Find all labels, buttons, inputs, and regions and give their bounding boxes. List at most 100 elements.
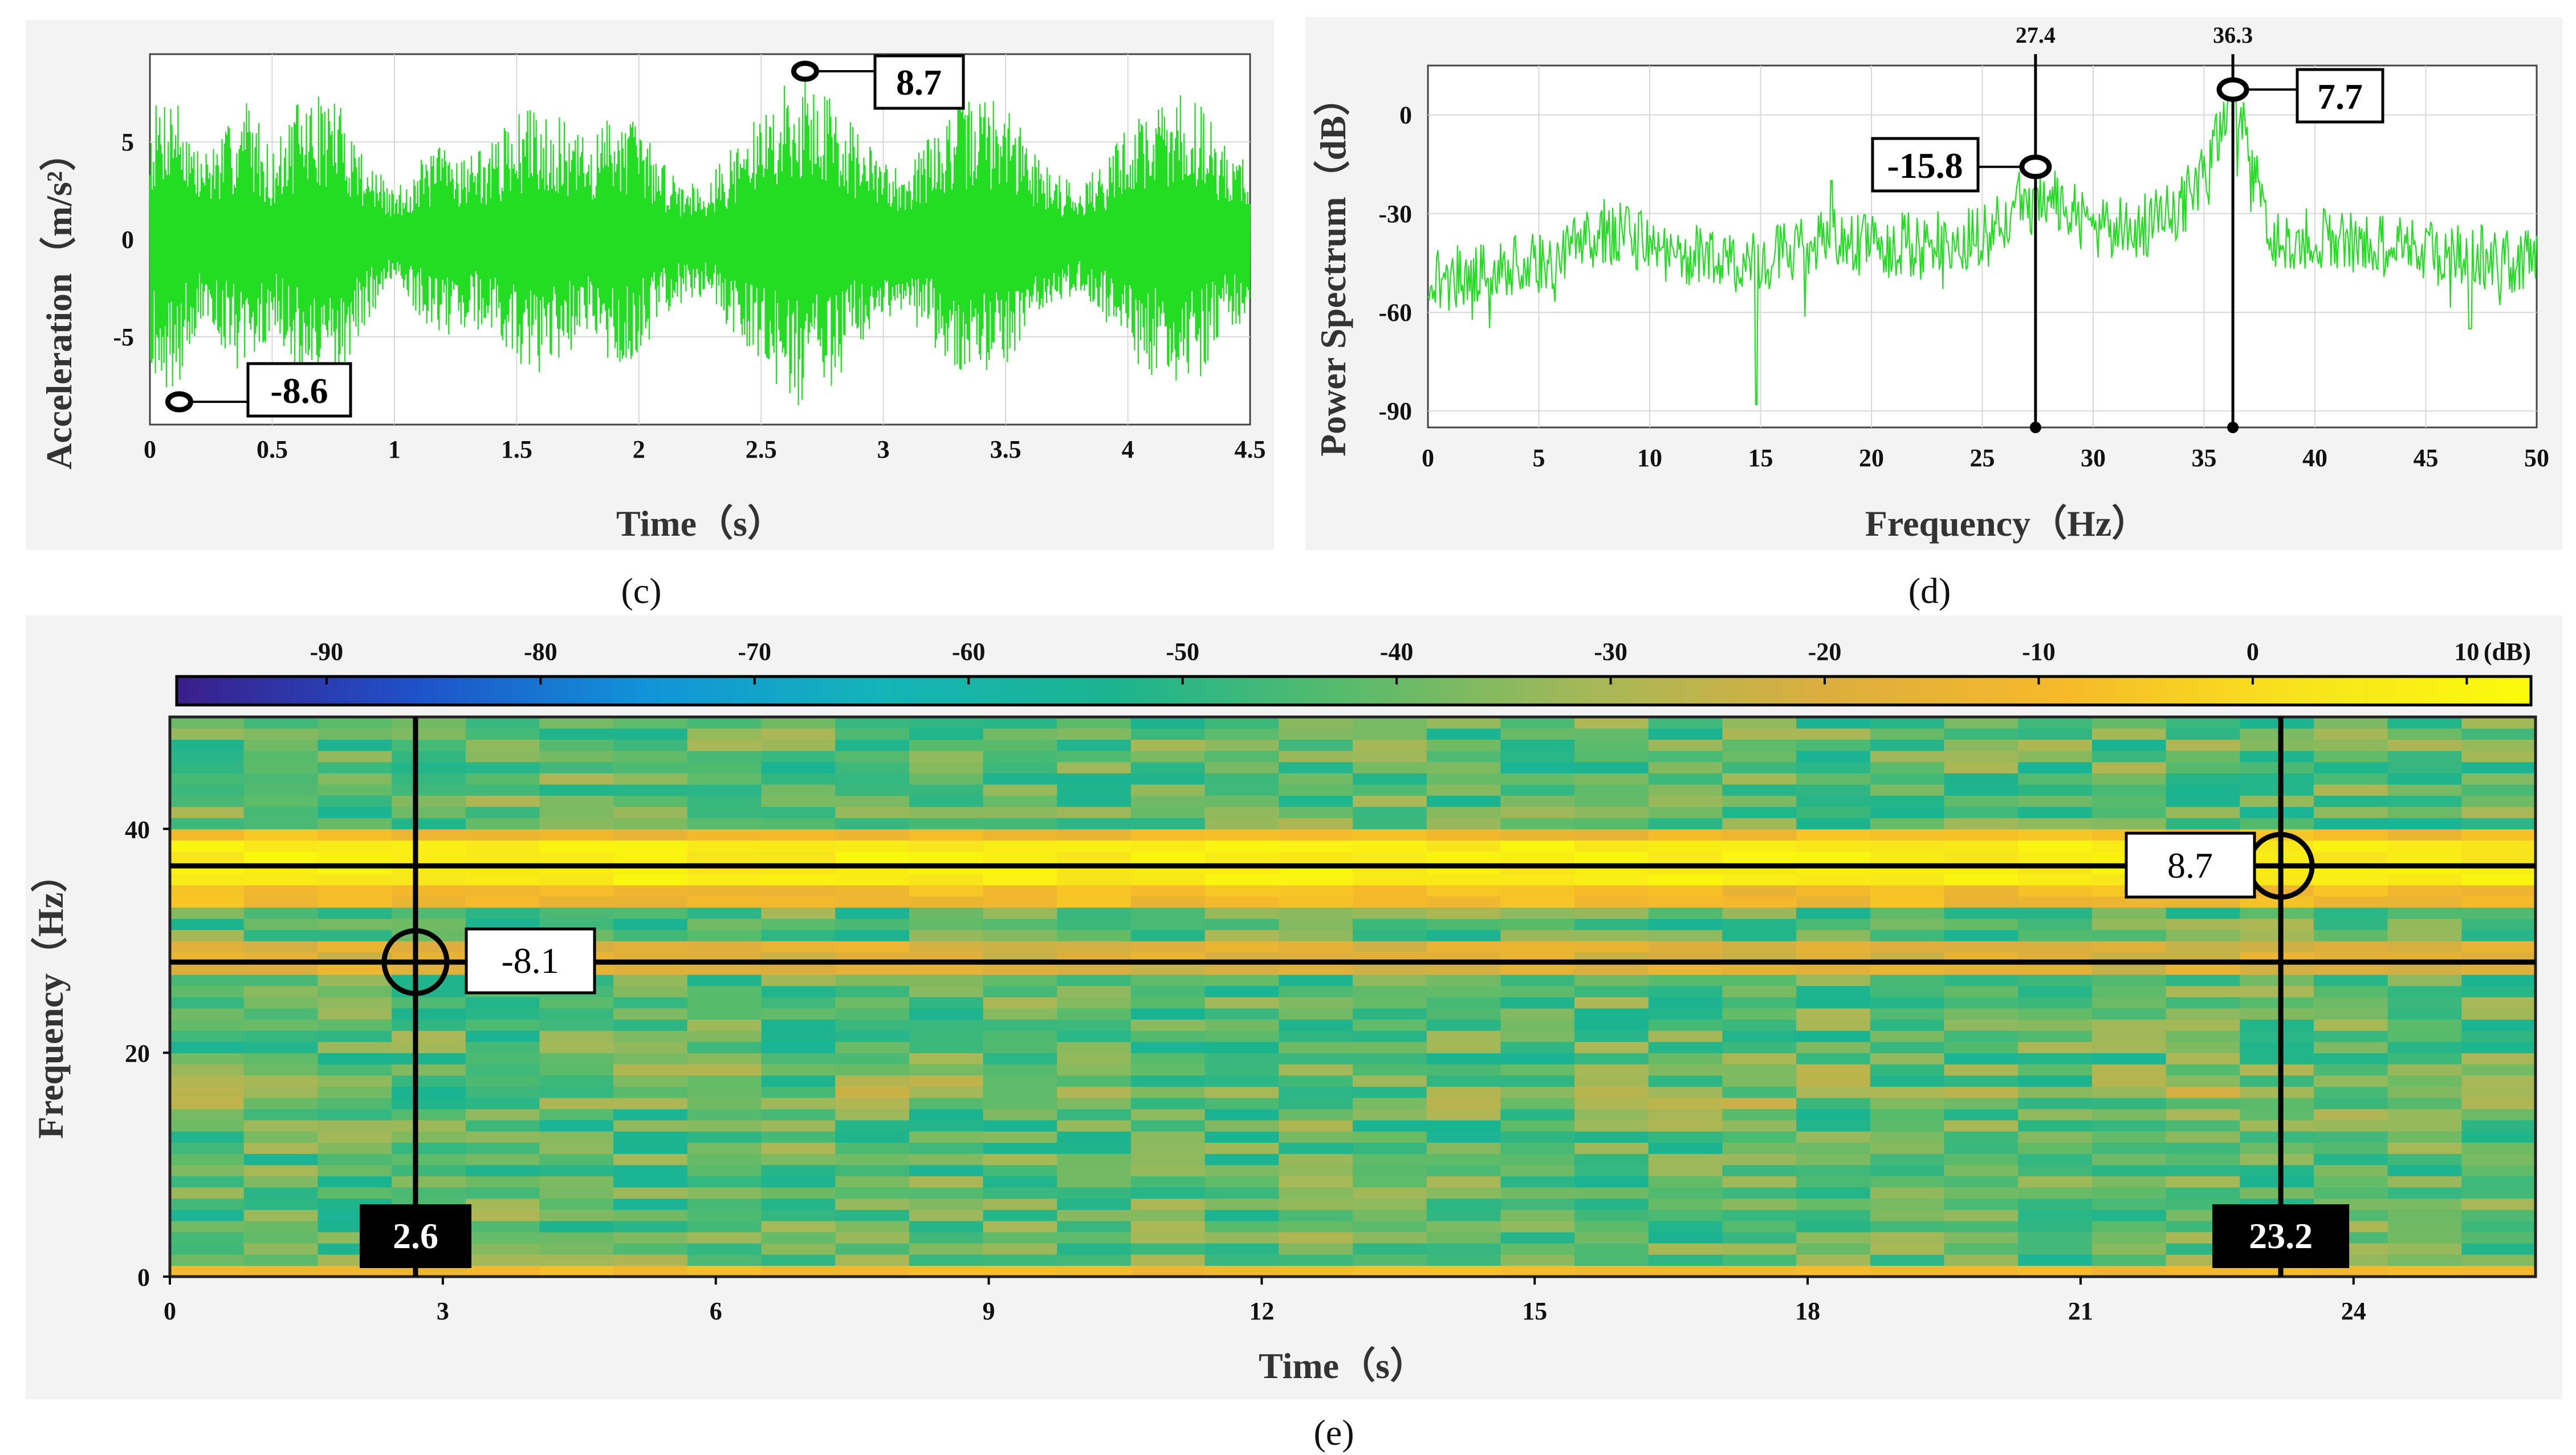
- panel-e-heatmap-cell: [539, 874, 614, 886]
- panel-e-heatmap-cell: [1057, 974, 1132, 987]
- panel-e-heatmap-cell: [687, 885, 762, 896]
- panel-e-heatmap-cell: [2018, 1053, 2093, 1065]
- panel-e-heatmap-cell: [465, 784, 540, 796]
- panel-e-heatmap-cell: [2166, 997, 2241, 1009]
- panel-e-heatmap-cell: [465, 1220, 540, 1233]
- panel-e-heatmap-cell: [1057, 851, 1132, 863]
- panel-e-heatmap-cell: [2313, 1154, 2388, 1165]
- panel-e-heatmap-cell: [392, 728, 466, 740]
- panel-e-heatmap-cell: [1574, 1053, 1649, 1065]
- panel-e-heatmap-cell: [318, 717, 392, 729]
- panel-e-heatmap-cell: [909, 1232, 984, 1244]
- panel-e-heatmap-cell: [2461, 1019, 2536, 1031]
- panel-e-heatmap-cell: [2240, 1053, 2314, 1065]
- panel-e-heatmap-cell: [1130, 1063, 1206, 1076]
- panel-e-heatmap-cell: [1279, 1041, 1353, 1053]
- panel-e-heatmap-cell: [1722, 1142, 1797, 1154]
- panel-e-heatmap-cell: [761, 997, 836, 1009]
- panel-e-heatmap-cell: [1722, 1075, 1797, 1087]
- panel-e-heatmap-cell: [613, 1164, 688, 1176]
- panel-e-heatmap-cell: [2018, 997, 2093, 1009]
- panel-e-heatmap-cell: [1500, 963, 1575, 975]
- panel-e-heatmap-cell: [1870, 1198, 1945, 1210]
- panel-e-heatmap-cell: [1130, 1142, 1206, 1154]
- panel-e-heatmap-cell: [983, 1053, 1058, 1065]
- panel-e-heatmap-cell: [539, 739, 614, 751]
- panel-e-heatmap-cell: [392, 896, 466, 908]
- panel-c-xtick-label: 4.5: [1235, 435, 1266, 463]
- panel-e-heatmap-cell: [1130, 1131, 1206, 1143]
- panel-e-heatmap-cell: [1574, 940, 1649, 953]
- panel-e-heatmap-cell: [2313, 795, 2388, 807]
- panel-e-heatmap-cell: [909, 940, 984, 953]
- panel-e-heatmap-cell: [1574, 1019, 1649, 1031]
- panel-e-heatmap-cell: [983, 1008, 1058, 1020]
- panel-e-heatmap-cell: [687, 1131, 762, 1143]
- panel-e-heatmap-cell: [1796, 974, 1871, 987]
- panel-e-heatmap-cell: [1944, 1187, 2019, 1199]
- panel-e-heatmap-cell: [1648, 940, 1723, 953]
- panel-e-heatmap-cell: [539, 1097, 614, 1110]
- panel-e-heatmap-cell: [1057, 930, 1132, 942]
- panel-e-heatmap-cell: [465, 829, 540, 841]
- panel-e-heatmap-cell: [1500, 1209, 1575, 1221]
- panel-e-heatmap-cell: [2018, 806, 2093, 818]
- panel-e-heatmap-cell: [1870, 1187, 1945, 1199]
- panel-e-heatmap-cell: [1500, 1041, 1575, 1053]
- panel-e-heatmap-cell: [613, 1075, 688, 1087]
- panel-e-heatmap-cell: [1500, 1187, 1575, 1199]
- panel-e-heatmap-cell: [1870, 1142, 1945, 1154]
- panel-e-heatmap-cell: [1204, 1154, 1280, 1165]
- panel-e-heatmap-cell: [1870, 874, 1945, 886]
- panel-e-heatmap-cell: [1279, 1086, 1353, 1098]
- panel-e-heatmap-cell: [243, 1019, 319, 1031]
- panel-e-heatmap-cell: [1944, 851, 2019, 863]
- panel-e-heatmap-cell: [1944, 985, 2019, 997]
- panel-e-heatmap-cell: [2387, 885, 2463, 896]
- panel-e-heatmap-cell: [835, 1154, 910, 1165]
- panel-e-heatmap-cell: [2091, 1198, 2167, 1210]
- panel-c-xtick-label: 3.5: [990, 435, 1022, 463]
- panel-e-plot-border: [168, 715, 2537, 1278]
- panel-e-heatmap-cell: [2166, 985, 2241, 997]
- panel-e-heatmap-cell: [1796, 997, 1871, 1009]
- panel-e-heatmap-cell: [1574, 985, 1649, 997]
- panel-e-heatmap-cell: [318, 930, 392, 942]
- panel-e-heatmap-cell: [1574, 1187, 1649, 1199]
- panel-e-heatmap-cell: [1648, 985, 1723, 997]
- panel-e-heatmap-cell: [1722, 761, 1797, 773]
- panel-e-heatmap-cell: [318, 784, 392, 796]
- panel-e-heatmap-cell: [2387, 1142, 2463, 1154]
- panel-e-heatmap-cell: [2018, 885, 2093, 896]
- panel-e-heatmap-cell: [1279, 1097, 1353, 1110]
- panel-e-heatmap-cell: [1130, 739, 1206, 751]
- panel-e-heatmap-cell: [1426, 1008, 1501, 1020]
- panel-e-heatmap-cell: [761, 829, 836, 841]
- panel-e-heatmap-cell: [1057, 739, 1132, 751]
- panel-e-heatmap-cell: [1057, 750, 1132, 763]
- panel-e-heatmap-cell: [1944, 1198, 2019, 1210]
- panel-e-heatmap-cell: [1500, 1053, 1575, 1065]
- panel-e-heatmap-cell: [2091, 985, 2167, 997]
- panel-e-heatmap-cell: [170, 761, 245, 773]
- panel-e-heatmap-cell: [1426, 1164, 1501, 1176]
- panel-e-heatmap-cell: [1057, 940, 1132, 953]
- panel-e-heatmap-cell: [1204, 1008, 1280, 1020]
- panel-e-heatmap-cell: [1204, 1209, 1280, 1221]
- panel-e-heatmap-cell: [613, 1086, 688, 1098]
- panel-e-heatmap-cell: [983, 930, 1058, 942]
- panel-e-heatmap-cell: [1722, 1254, 1797, 1266]
- panel-c-xtick-label: 0: [144, 435, 156, 463]
- panel-e-heatmap-cell: [1722, 907, 1797, 919]
- panel-e-heatmap-cell: [761, 1019, 836, 1031]
- panel-e-heatmap-cell: [1870, 1097, 1945, 1110]
- panel-e-heatmap-cell: [1722, 829, 1797, 841]
- panel-e-heatmap-cell: [2313, 1030, 2388, 1042]
- panel-e-heatmap-cell: [2387, 907, 2463, 919]
- panel-e-heatmap-cell: [1796, 1086, 1871, 1098]
- panel-e-heatmap-cell: [1353, 1232, 1427, 1244]
- panel-e-heatmap-cell: [1353, 918, 1427, 930]
- panel-e-annotations: -8.18.72.6 23.2: [170, 717, 2536, 1277]
- panel-e-heatmap-cell: [1722, 1097, 1797, 1110]
- panel-e-heatmap-cell: [1574, 1086, 1649, 1098]
